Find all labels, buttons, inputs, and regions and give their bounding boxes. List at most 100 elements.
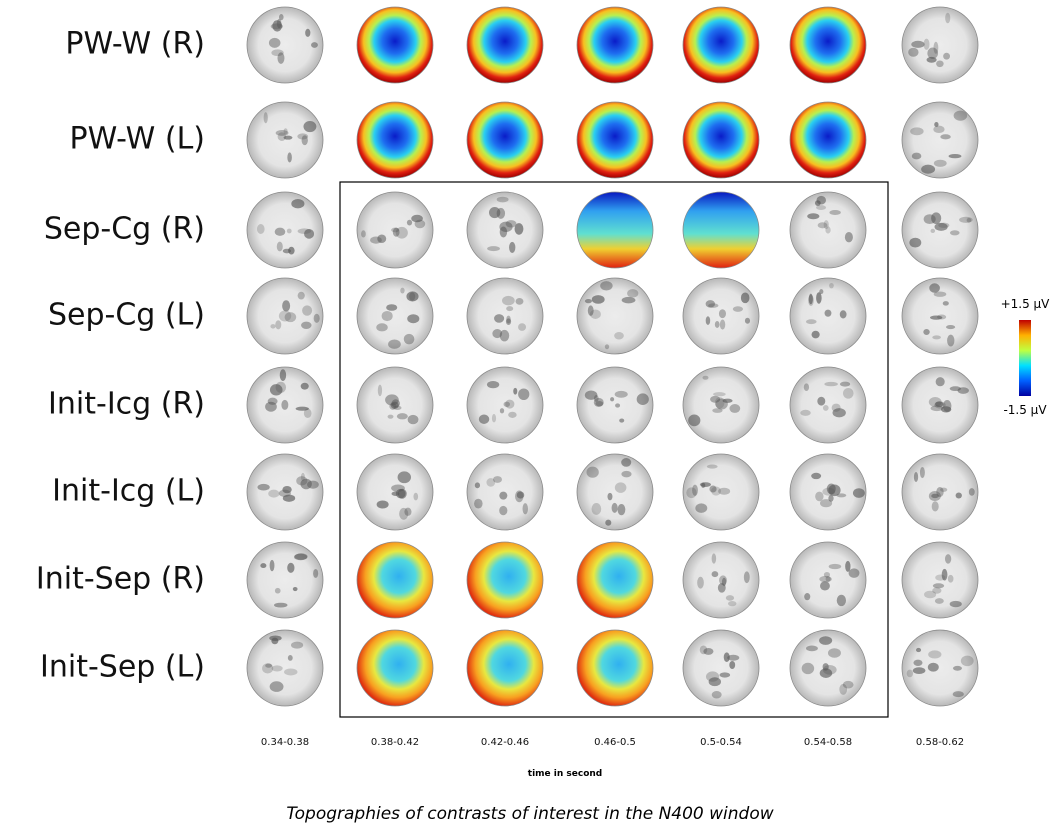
map-spot bbox=[949, 230, 960, 236]
map-spot bbox=[291, 641, 304, 649]
map-spot bbox=[301, 135, 308, 146]
map-spot bbox=[518, 323, 527, 331]
topography-map bbox=[682, 541, 760, 619]
map-spot bbox=[717, 583, 726, 593]
map-spot bbox=[400, 287, 405, 294]
map-spot bbox=[721, 577, 727, 587]
map-spot bbox=[947, 574, 954, 583]
map-spot bbox=[311, 42, 318, 48]
map-spot bbox=[385, 394, 399, 406]
map-spot bbox=[722, 398, 733, 403]
map-spot bbox=[817, 396, 826, 406]
map-spot bbox=[621, 470, 632, 478]
map-spot bbox=[952, 691, 964, 698]
map-spot bbox=[515, 297, 524, 305]
map-spot bbox=[391, 399, 400, 408]
map-spot bbox=[263, 112, 268, 124]
map-spot bbox=[591, 295, 605, 304]
map-spot bbox=[499, 221, 513, 233]
map-spot bbox=[284, 312, 297, 323]
map-spot bbox=[801, 662, 815, 675]
column-label: 0.34-0.38 bbox=[261, 737, 309, 748]
map-spot bbox=[478, 414, 490, 424]
map-spot bbox=[503, 401, 510, 407]
map-spot bbox=[304, 228, 315, 239]
map-spot bbox=[952, 665, 962, 671]
topography-map bbox=[246, 6, 324, 84]
map-spot bbox=[409, 292, 416, 301]
map-spot bbox=[377, 384, 383, 397]
map-spot bbox=[800, 409, 811, 416]
map-spot bbox=[491, 413, 497, 423]
map-spot bbox=[494, 314, 505, 323]
map-spot bbox=[489, 207, 501, 219]
map-spot bbox=[702, 375, 709, 380]
map-spot bbox=[277, 132, 287, 141]
map-spot bbox=[506, 315, 511, 324]
topography-map bbox=[246, 541, 324, 619]
row-label: Sep-Cg (R) bbox=[44, 212, 205, 247]
map-spot bbox=[268, 489, 280, 498]
map-spot bbox=[305, 28, 311, 37]
map-spot bbox=[823, 571, 830, 578]
topography-map bbox=[466, 366, 544, 444]
map-spot bbox=[407, 414, 419, 425]
map-spot bbox=[287, 562, 295, 573]
topography-map bbox=[789, 191, 867, 269]
map-spot bbox=[303, 121, 317, 133]
map-spot bbox=[708, 303, 719, 308]
map-spot bbox=[303, 408, 312, 419]
map-spot bbox=[816, 292, 822, 304]
map-spot bbox=[487, 246, 500, 252]
map-spot bbox=[274, 227, 286, 236]
map-spot bbox=[822, 404, 829, 411]
map-spot bbox=[807, 213, 820, 220]
map-spot bbox=[949, 600, 962, 608]
map-spot bbox=[621, 458, 632, 467]
map-spot bbox=[492, 329, 503, 339]
map-spot bbox=[688, 414, 701, 427]
topography-map bbox=[682, 191, 760, 269]
map-spot bbox=[960, 655, 974, 667]
map-spot bbox=[611, 502, 618, 513]
map-spot bbox=[514, 223, 524, 235]
map-spot bbox=[931, 212, 942, 225]
map-spot bbox=[940, 406, 952, 413]
map-spot bbox=[407, 314, 420, 324]
map-spot bbox=[743, 571, 750, 584]
map-spot bbox=[711, 553, 717, 564]
map-spot bbox=[610, 397, 615, 402]
map-spot bbox=[941, 568, 948, 581]
map-spot bbox=[852, 488, 865, 498]
topography-map bbox=[901, 541, 979, 619]
topography-map bbox=[682, 366, 760, 444]
map-spot bbox=[968, 488, 975, 496]
map-spot bbox=[617, 504, 626, 516]
topography-map bbox=[576, 191, 654, 269]
map-spot bbox=[935, 574, 946, 581]
map-spot bbox=[949, 386, 962, 392]
highlight-box bbox=[339, 181, 889, 718]
map-spot bbox=[496, 196, 509, 203]
topography-map bbox=[356, 541, 434, 619]
map-spot bbox=[271, 49, 284, 57]
map-spot bbox=[386, 304, 398, 311]
map-spot bbox=[586, 466, 599, 478]
map-spot bbox=[820, 499, 833, 508]
column-label: 0.58-0.62 bbox=[916, 737, 964, 748]
map-spot bbox=[295, 406, 309, 411]
topography-map bbox=[576, 541, 654, 619]
map-spot bbox=[275, 320, 282, 330]
column-label: 0.5-0.54 bbox=[700, 737, 742, 748]
map-spot bbox=[584, 390, 598, 400]
map-spot bbox=[499, 329, 510, 342]
map-spot bbox=[930, 228, 936, 234]
map-spot bbox=[710, 395, 721, 403]
map-spot bbox=[505, 399, 515, 409]
topography-map bbox=[576, 101, 654, 179]
map-spot bbox=[827, 648, 841, 658]
map-spot bbox=[828, 563, 842, 570]
map-spot bbox=[391, 227, 400, 233]
map-spot bbox=[474, 498, 483, 509]
map-spot bbox=[719, 575, 727, 585]
